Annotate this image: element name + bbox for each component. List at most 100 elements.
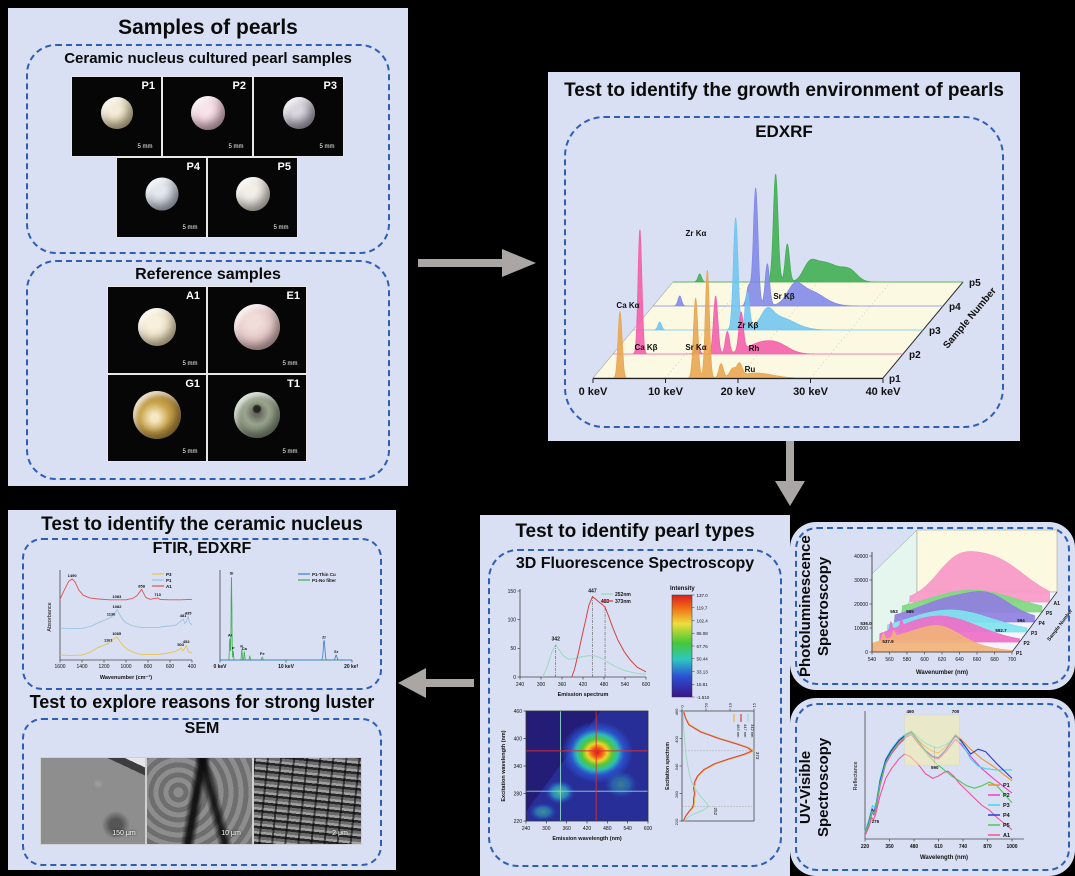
svg-text:0: 0: [865, 650, 868, 656]
emission-spectrum-chart: 0 50 100 150 240 300 360 420 480 540 600 Emission s…: [508, 589, 651, 698]
svg-text:1400: 1400: [76, 664, 87, 670]
arrow-left-icon: [398, 668, 474, 698]
svg-text:P1-No filter: P1-No filter: [312, 578, 336, 583]
svg-text:Wavenumber (nm): Wavenumber (nm): [916, 670, 968, 676]
scale-bar: 5 mm: [182, 225, 198, 231]
svg-text:40 keV: 40 keV: [866, 386, 902, 398]
svg-text:858: 858: [138, 583, 145, 588]
svg-text:592.7: 592.7: [995, 628, 1007, 633]
svg-text:594: 594: [1017, 618, 1025, 623]
svg-text:481: 481: [180, 613, 187, 618]
scale-bar: 5 mm: [228, 144, 244, 150]
svg-text:553: 553: [890, 609, 898, 614]
uv-visible-title: UV-Visible Spectroscopy: [797, 737, 832, 837]
sem-image-3: 2 μm: [253, 757, 362, 845]
svg-text:420: 420: [583, 826, 592, 832]
svg-text:P3: P3: [1003, 803, 1010, 809]
svg-text:20 keV: 20 keV: [721, 386, 757, 398]
svg-text:870: 870: [983, 844, 992, 850]
svg-text:610: 610: [934, 844, 943, 850]
svg-text:Ca Kβ: Ca Kβ: [634, 343, 657, 352]
pearl-label: A1: [185, 290, 200, 302]
svg-text:536.0: 536.0: [860, 621, 872, 626]
svg-text:Emission wavelength (nm): Emission wavelength (nm): [552, 836, 622, 842]
ceramic-samples-box: [26, 44, 390, 254]
svg-text:373nm: 373nm: [615, 599, 631, 605]
svg-text:565: 565: [906, 609, 914, 614]
svg-text:40000: 40000: [854, 554, 868, 560]
svg-text:Al: Al: [228, 633, 232, 638]
svg-text:50: 50: [510, 646, 516, 652]
svg-text:580: 580: [903, 657, 912, 663]
svg-text:Fe: Fe: [260, 651, 265, 656]
svg-text:150: 150: [508, 589, 517, 595]
svg-text:452: 452: [183, 639, 190, 644]
pearl-label: P4: [186, 161, 200, 173]
panel-photoluminescence: Photoluminescence Spectroscopy 0 10000 200…: [790, 522, 1075, 690]
types-method: 3D Fluorescence Spectroscopy: [515, 555, 755, 572]
svg-text:700: 700: [952, 709, 960, 714]
svg-text:10 keV: 10 keV: [278, 664, 295, 670]
edxrf-growth-method: EDXRF: [755, 122, 813, 141]
pearl-image: [138, 307, 176, 346]
scale-bar: 5 mm: [182, 361, 198, 367]
nucleus-method: FTIR, EDXRF: [152, 540, 252, 557]
svg-text:220: 220: [514, 819, 523, 825]
pearl-photo-A1: A1 5 mm: [107, 286, 207, 374]
svg-text:Zr: Zr: [322, 635, 326, 640]
svg-text:30 keV: 30 keV: [793, 386, 829, 398]
scale-bar: 5 mm: [182, 449, 198, 455]
svg-text:20000: 20000: [854, 602, 868, 608]
ftir-chart: 1600 1400 1200 1000 800 600 400 Wavenumber (cm⁻…: [47, 570, 196, 681]
svg-text:150: 150: [752, 703, 757, 708]
svg-text:560: 560: [885, 657, 894, 663]
svg-text:600: 600: [166, 664, 175, 670]
svg-text:600: 600: [644, 826, 653, 832]
svg-text:A1: A1: [166, 584, 172, 589]
svg-text:P1: P1: [1003, 783, 1010, 789]
luster-method: SEM: [184, 720, 220, 737]
svg-text:p3: p3: [929, 326, 941, 337]
photoluminescence-chart: 0 10000 20000 30000 40000 540 560 580 600 620 640 6…: [854, 529, 1072, 676]
svg-text:400: 400: [674, 735, 679, 742]
svg-text:350: 350: [885, 844, 894, 850]
svg-text:300: 300: [542, 826, 551, 832]
svg-text:P1: P1: [1016, 651, 1022, 657]
pearl-label: G1: [185, 378, 200, 390]
svg-text:700: 700: [1008, 657, 1017, 663]
panel-uv-visible: UV-Visible Spectroscopy 220 350 480 610 740 8…: [790, 698, 1075, 876]
svg-text:102.4: 102.4: [697, 618, 709, 623]
pearl-photo-G1: G1 5 mm: [107, 374, 207, 462]
scale-bar: 2 μm: [332, 830, 348, 837]
pearl-image: [235, 177, 270, 212]
svg-text:590: 590: [931, 765, 939, 770]
scale-bar: 5 mm: [137, 144, 153, 150]
ftir-edxrf-box: [22, 538, 382, 690]
svg-text:50: 50: [704, 703, 709, 708]
svg-text:600: 600: [920, 657, 929, 663]
svg-text:340: 340: [514, 764, 523, 770]
svg-text:460: 460: [674, 708, 679, 715]
svg-text:10 keV: 10 keV: [648, 386, 684, 398]
types-title: Test to identify pearl types: [515, 521, 755, 542]
svg-text:A1: A1: [1003, 833, 1010, 839]
svg-text:252: 252: [713, 808, 718, 816]
edxrf-growth-box: [564, 116, 1004, 428]
svg-text:420: 420: [579, 682, 588, 688]
svg-text:Emission spectrum: Emission spectrum: [558, 692, 609, 698]
svg-text:Ru: Ru: [745, 365, 756, 374]
svg-text:Si: Si: [230, 571, 234, 576]
svg-text:460: 460: [906, 709, 914, 714]
svg-text:P2: P2: [1024, 641, 1030, 647]
luster-title: Test to explore reasons for strong luste…: [29, 692, 375, 712]
uv-visible-box: [795, 703, 1070, 871]
svg-text:0: 0: [513, 675, 516, 681]
scale-bar: 5 mm: [319, 144, 335, 150]
svg-text:0 keV: 0 keV: [579, 386, 608, 398]
svg-text:p2: p2: [909, 350, 921, 361]
pearl-label: P1: [141, 80, 155, 92]
svg-text:240: 240: [522, 826, 531, 832]
svg-text:137.0: 137.0: [697, 593, 709, 598]
scale-bar: 10 μm: [221, 830, 241, 837]
